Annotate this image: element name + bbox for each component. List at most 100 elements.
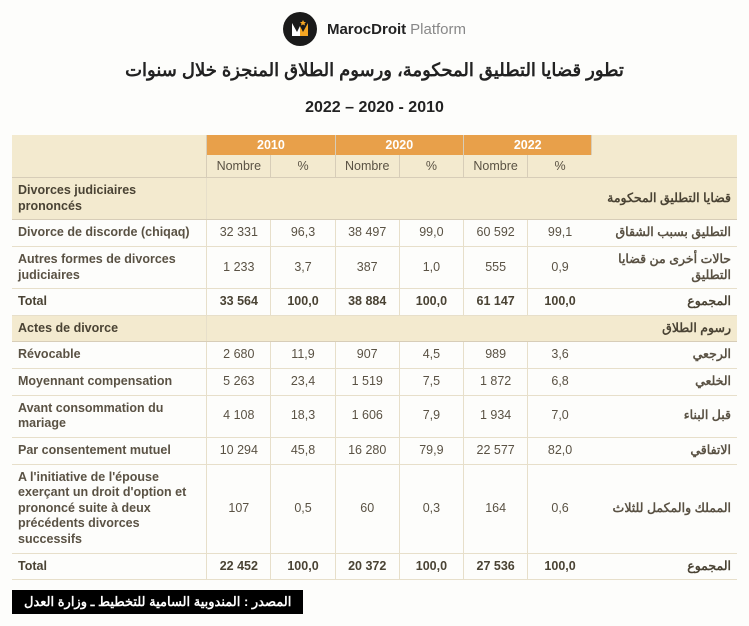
table-row: Total33 564100,038 884100,061 147100,0ال… (12, 289, 737, 316)
cell-n1: 22 452 (207, 553, 271, 580)
cell-p3: 0,9 (528, 246, 592, 288)
row-label-ar: قبل البناء (592, 395, 737, 437)
cell-n3: 22 577 (464, 437, 528, 464)
header-empty-right (592, 135, 737, 155)
cell-n1: 32 331 (207, 220, 271, 247)
row-label-ar: التطليق بسبب الشقاق (592, 220, 737, 247)
brand-name-1: MarocDroit (327, 21, 406, 38)
table-row: Total22 452100,020 372100,027 536100,0ال… (12, 553, 737, 580)
table-row: A l'initiative de l'épouse exerçant un d… (12, 464, 737, 553)
section-1-fr: Divorces judiciaires prononcés (12, 178, 207, 220)
row-label-ar: المجموع (592, 553, 737, 580)
cell-n2: 907 (335, 342, 399, 369)
cell-n3: 27 536 (464, 553, 528, 580)
cell-p3: 0,6 (528, 464, 592, 553)
source-label: المصدر : المندوبية السامية للتخطيط ـ وزا… (12, 590, 303, 614)
subheader-pct-2: % (399, 155, 463, 178)
section-1-ar: قضايا التطليق المحكومة (592, 178, 737, 220)
brand-text: MarocDroitPlatform (327, 21, 466, 38)
table-row: Divorce de discorde (chiqaq)32 33196,338… (12, 220, 737, 247)
subheader-pct-1: % (271, 155, 335, 178)
table-body: Divorces judiciaires prononcés قضايا الت… (12, 178, 737, 580)
cell-p2: 1,0 (399, 246, 463, 288)
table-row: Avant consommation du mariage4 10818,31 … (12, 395, 737, 437)
row-label-fr: Avant consommation du mariage (12, 395, 207, 437)
cell-p1: 23,4 (271, 369, 335, 396)
cell-p2: 7,9 (399, 395, 463, 437)
section-2-header: Actes de divorceرسوم الطلاق (12, 315, 737, 342)
header-empty-left (12, 135, 207, 155)
cell-n1: 2 680 (207, 342, 271, 369)
section-1-blank (207, 178, 592, 220)
row-label-fr: Par consentement mutuel (12, 437, 207, 464)
years-line: 2022 – 2020 - 2010 (12, 99, 737, 117)
cell-n2: 16 280 (335, 437, 399, 464)
row-label-fr: Total (12, 553, 207, 580)
cell-p1: 18,3 (271, 395, 335, 437)
cell-n2: 1 606 (335, 395, 399, 437)
cell-p2: 4,5 (399, 342, 463, 369)
cell-p3: 100,0 (528, 553, 592, 580)
row-label-ar: المملك والمكمل للثلاث (592, 464, 737, 553)
brand-name-2: Platform (410, 21, 466, 38)
cell-p1: 96,3 (271, 220, 335, 247)
brand-header: MarocDroitPlatform (12, 12, 737, 46)
header-year-2022: 2022 (464, 135, 592, 155)
row-label-fr: A l'initiative de l'épouse exerçant un d… (12, 464, 207, 553)
cell-p2: 79,9 (399, 437, 463, 464)
cell-n1: 10 294 (207, 437, 271, 464)
row-label-ar: الخلعي (592, 369, 737, 396)
cell-p1: 0,5 (271, 464, 335, 553)
cell-p1: 100,0 (271, 289, 335, 316)
subheader-nombre-2: Nombre (335, 155, 399, 178)
section-1-header: Divorces judiciaires prononcés قضايا الت… (12, 178, 737, 220)
cell-n1: 107 (207, 464, 271, 553)
cell-n3: 60 592 (464, 220, 528, 247)
cell-p2: 100,0 (399, 553, 463, 580)
table-row: Par consentement mutuel10 29445,816 2807… (12, 437, 737, 464)
cell-p2: 99,0 (399, 220, 463, 247)
section-blank (207, 315, 592, 342)
header-year-2010: 2010 (207, 135, 335, 155)
cell-n3: 61 147 (464, 289, 528, 316)
cell-n3: 989 (464, 342, 528, 369)
cell-p1: 3,7 (271, 246, 335, 288)
logo-icon (283, 12, 317, 46)
cell-n3: 1 872 (464, 369, 528, 396)
cell-p3: 7,0 (528, 395, 592, 437)
cell-p3: 3,6 (528, 342, 592, 369)
row-label-ar: الاتفاقي (592, 437, 737, 464)
subheader-nombre-3: Nombre (464, 155, 528, 178)
cell-p3: 100,0 (528, 289, 592, 316)
cell-n2: 1 519 (335, 369, 399, 396)
row-label-fr: Révocable (12, 342, 207, 369)
divorce-stats-table: 2010 2020 2022 Nombre % Nombre % Nombre … (12, 135, 737, 580)
cell-n2: 387 (335, 246, 399, 288)
cell-p1: 11,9 (271, 342, 335, 369)
year-header-row: 2010 2020 2022 (12, 135, 737, 155)
cell-p2: 0,3 (399, 464, 463, 553)
table-row: Moyennant compensation5 26323,41 5197,51… (12, 369, 737, 396)
subheader-empty-right (592, 155, 737, 178)
cell-n1: 1 233 (207, 246, 271, 288)
subheader-empty-left (12, 155, 207, 178)
row-label-fr: Moyennant compensation (12, 369, 207, 396)
row-label-ar: الرجعي (592, 342, 737, 369)
row-label-fr: Divorce de discorde (chiqaq) (12, 220, 207, 247)
cell-n3: 1 934 (464, 395, 528, 437)
cell-p3: 6,8 (528, 369, 592, 396)
cell-n3: 164 (464, 464, 528, 553)
cell-p1: 100,0 (271, 553, 335, 580)
subheader-nombre-1: Nombre (207, 155, 271, 178)
table-row: Révocable2 68011,99074,59893,6الرجعي (12, 342, 737, 369)
cell-n1: 33 564 (207, 289, 271, 316)
cell-p1: 45,8 (271, 437, 335, 464)
table-row: Autres formes de divorces judiciaires1 2… (12, 246, 737, 288)
row-label-ar: حالات أخرى من قضايا التطليق (592, 246, 737, 288)
cell-n2: 38 884 (335, 289, 399, 316)
row-label-fr: Total (12, 289, 207, 316)
subheader-pct-3: % (528, 155, 592, 178)
cell-n2: 60 (335, 464, 399, 553)
cell-n3: 555 (464, 246, 528, 288)
header-year-2020: 2020 (335, 135, 463, 155)
